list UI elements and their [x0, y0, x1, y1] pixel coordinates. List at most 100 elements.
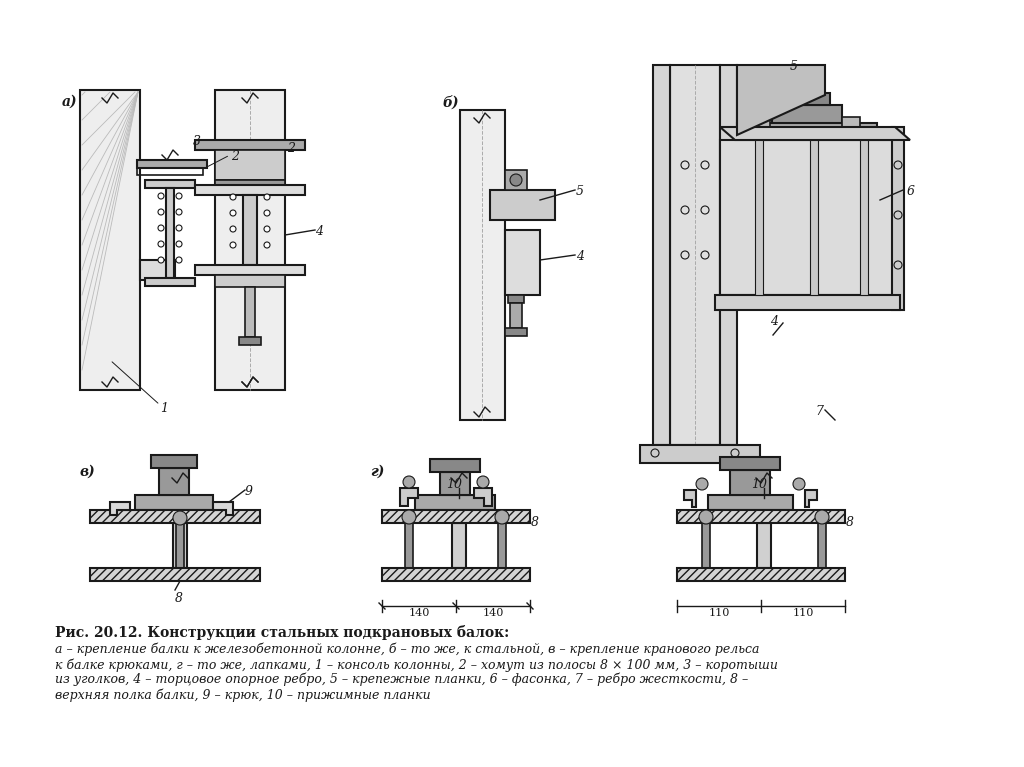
Text: б): б)	[442, 95, 459, 110]
Polygon shape	[110, 502, 130, 515]
Bar	[730, 470, 770, 495]
Circle shape	[403, 476, 415, 488]
Text: 2: 2	[231, 150, 239, 163]
Bar	[239, 337, 261, 345]
Circle shape	[176, 193, 182, 199]
Bar	[510, 303, 522, 328]
Text: 10: 10	[751, 478, 767, 491]
Circle shape	[158, 209, 164, 215]
Circle shape	[477, 476, 489, 488]
Circle shape	[264, 226, 270, 232]
Polygon shape	[213, 502, 233, 515]
Bar	[172, 568, 188, 578]
Circle shape	[510, 174, 522, 186]
Bar	[195, 265, 305, 275]
Bar	[243, 195, 257, 265]
Bar	[159, 468, 189, 495]
Text: 140: 140	[409, 608, 430, 618]
Bar	[720, 140, 895, 295]
Polygon shape	[684, 490, 696, 507]
Bar	[415, 495, 495, 510]
Circle shape	[402, 510, 416, 524]
Text: 4: 4	[575, 250, 584, 263]
Bar	[440, 472, 470, 495]
Text: 5: 5	[790, 60, 798, 73]
Bar	[708, 495, 793, 510]
Bar	[772, 105, 842, 123]
Polygon shape	[720, 127, 910, 140]
Bar	[842, 117, 860, 139]
Bar	[406, 523, 413, 568]
Bar	[494, 568, 510, 576]
Bar	[505, 328, 527, 336]
Bar	[677, 510, 845, 523]
Circle shape	[176, 209, 182, 215]
Bar	[151, 455, 197, 468]
Bar	[505, 230, 540, 295]
Bar	[737, 123, 877, 135]
Text: а): а)	[62, 95, 78, 109]
Bar	[173, 523, 187, 568]
Bar	[195, 140, 305, 150]
Circle shape	[176, 241, 182, 247]
Circle shape	[158, 225, 164, 231]
Circle shape	[230, 210, 236, 216]
Text: г): г)	[370, 465, 384, 479]
Polygon shape	[715, 295, 900, 310]
Bar	[452, 523, 466, 568]
Bar	[505, 170, 527, 190]
Bar	[460, 110, 505, 420]
Text: верхняя полка балки, 9 – крюк, 10 – прижимные планки: верхняя полка балки, 9 – крюк, 10 – приж…	[55, 688, 431, 702]
Bar	[90, 510, 260, 523]
Bar	[698, 568, 714, 576]
Bar	[215, 180, 285, 185]
Text: 110: 110	[793, 608, 814, 618]
Circle shape	[696, 478, 708, 490]
Text: 110: 110	[709, 608, 730, 618]
Bar	[720, 65, 737, 445]
Bar	[145, 278, 195, 286]
Text: к балке крюками, г – то же, лапками, 1 – консоль колонны, 2 – хомут из полосы 8 : к балке крюками, г – то же, лапками, 1 –…	[55, 658, 778, 671]
Bar	[720, 457, 780, 470]
Bar	[640, 445, 760, 463]
Bar	[677, 568, 845, 581]
Bar	[490, 190, 555, 220]
Text: 4: 4	[315, 225, 323, 238]
Bar	[90, 568, 260, 581]
Text: а – крепление балки к железобетонной колонне, б – то же, к стальной, в – креплен: а – крепление балки к железобетонной кол…	[55, 643, 760, 657]
Circle shape	[176, 257, 182, 263]
Bar	[810, 140, 818, 295]
Circle shape	[264, 210, 270, 216]
Text: в): в)	[80, 465, 96, 479]
Circle shape	[793, 478, 805, 490]
Circle shape	[230, 194, 236, 200]
Bar	[215, 150, 285, 180]
Bar	[814, 568, 830, 576]
Text: 8: 8	[175, 592, 183, 605]
Bar	[382, 568, 530, 581]
Text: 5: 5	[575, 185, 584, 198]
Bar	[755, 140, 763, 295]
Text: 140: 140	[482, 608, 504, 618]
Text: 2: 2	[287, 142, 295, 155]
Bar	[508, 295, 524, 303]
Bar	[670, 65, 720, 445]
Bar	[245, 287, 255, 337]
Text: 9: 9	[245, 485, 253, 498]
Bar	[382, 510, 530, 523]
Circle shape	[158, 257, 164, 263]
Polygon shape	[805, 490, 817, 507]
Circle shape	[495, 510, 509, 524]
Text: 4: 4	[770, 315, 778, 328]
Circle shape	[173, 511, 187, 525]
Text: 10: 10	[446, 478, 462, 491]
Bar	[818, 523, 826, 568]
Text: из уголков, 4 – торцовое опорное ребро, 5 – крепежные планки, 6 – фасонка, 7 – р: из уголков, 4 – торцовое опорное ребро, …	[55, 673, 749, 686]
Bar	[137, 165, 203, 175]
Bar	[860, 140, 868, 295]
Circle shape	[176, 225, 182, 231]
Circle shape	[815, 510, 829, 524]
Bar	[785, 93, 830, 105]
Circle shape	[158, 193, 164, 199]
Text: 3: 3	[193, 135, 201, 148]
